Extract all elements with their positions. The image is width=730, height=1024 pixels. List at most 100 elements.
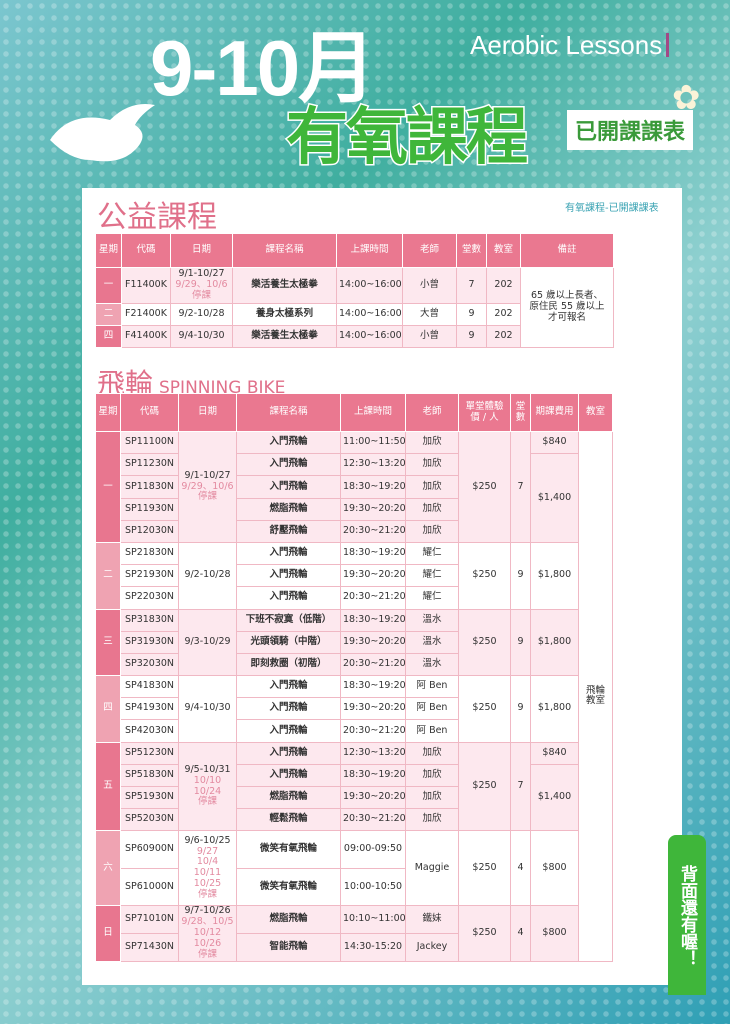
table-row: SP61000N 微笑有氧飛輪 10:00-10:50	[96, 867, 613, 907]
spinning-course-table: 星期 代碼 日期 課程名稱 上課時間 老師 單堂體驗價 / 人堂數 期課費用 教室一 SP1110…	[95, 393, 613, 962]
classroom: 202	[486, 303, 521, 326]
course-name: 燃脂飛輪	[236, 905, 341, 935]
course-name: 樂活養生太極拳	[232, 325, 337, 348]
date-note: 停課	[197, 889, 217, 901]
course-code: SP60900N	[120, 830, 179, 869]
teacher: 耀仁	[405, 541, 459, 566]
teacher: 加欣	[405, 430, 459, 455]
date-note: 10/25	[193, 878, 222, 890]
classroom: 202	[486, 325, 521, 348]
course-name: 入門飛輪	[236, 586, 341, 610]
table-row: SP11230N 入門飛輪 12:30~13:20 加欣 $1,400	[96, 453, 613, 543]
table-row: SP42030N 入門飛輪 20:30~21:20 阿 Ben	[96, 719, 613, 743]
course-name: 即刻救圈（初階）	[236, 652, 341, 677]
class-time: 12:30~13:20	[340, 741, 406, 765]
course-code: SP61000N	[120, 867, 179, 907]
date-cell: 9/4-10/30	[170, 325, 233, 348]
teacher: 小曾	[402, 325, 457, 348]
class-time: 19:30~20:20	[340, 564, 406, 588]
teacher: 耀仁	[405, 586, 459, 610]
class-time: 20:30~21:20	[340, 808, 406, 832]
date-note: 10/4	[196, 856, 219, 868]
date-cell: 9/5-10/31 10/10 10/24 停課	[178, 741, 237, 832]
trial-price: $250	[458, 905, 511, 962]
column-header: 老師	[402, 233, 457, 268]
weekday-cell: 三	[95, 608, 121, 677]
table-row: SP41930N 入門飛輪 19:30~20:20 阿 Ben	[96, 697, 613, 721]
teacher: 阿 Ben	[405, 675, 459, 699]
table-row: 四 SP41830N 9/4-10/30 入門飛輪 18:30~19:20 阿 Ben $2…	[95, 675, 613, 743]
class-time: 09:00-09:50	[340, 830, 406, 869]
column-header: 代碼	[121, 233, 171, 268]
date-note: 9/28、10/5	[181, 916, 234, 928]
weekday-cell: 一	[95, 431, 121, 543]
teacher: 阿 Ben	[405, 697, 459, 721]
class-time: 20:30~21:20	[340, 586, 406, 610]
column-header: 老師	[405, 393, 459, 432]
sessions: 9	[510, 675, 531, 743]
class-time: 18:30~19:20	[340, 608, 406, 632]
public-course-table: 星期 代碼 日期 課程名稱 上課時間 老師 堂數 教室 備註一 F11400K 9/1-10/27 9…	[95, 233, 614, 348]
classroom: 飛輪教室	[578, 431, 613, 962]
column-header: 備註	[520, 233, 614, 268]
date-note: 停課	[197, 949, 217, 961]
date-note: 停課	[197, 796, 217, 808]
course-name: 燃脂飛輪	[236, 497, 341, 521]
course-name: 入門飛輪	[236, 564, 341, 588]
classroom: 202	[486, 267, 521, 304]
class-time: 14:00~16:00	[336, 325, 403, 348]
column-header: 代碼	[120, 393, 179, 432]
course-name: 光頭領騎（中階）	[236, 630, 341, 654]
column-header: 星期	[95, 233, 122, 268]
class-time: 11:00~11:50	[340, 430, 406, 455]
sessions: 7	[456, 267, 487, 304]
table-row: 二 SP21830N 9/2-10/28 入門飛輪 18:30~19:20 耀仁 $250 9…	[95, 541, 613, 610]
sessions: 7	[510, 431, 531, 543]
term-fee: $1,800	[530, 608, 579, 677]
course-name: 入門飛輪	[236, 719, 341, 743]
course-code: SP12030N	[120, 519, 179, 543]
date-cell: 9/3-10/29	[178, 608, 237, 677]
course-name: 入門飛輪	[236, 697, 341, 721]
course-name: 舒壓飛輪	[236, 519, 341, 543]
course-name: 燃脂飛輪	[236, 785, 341, 810]
course-name: 入門飛輪	[236, 475, 341, 499]
date-note: 9/29、10/6 停課	[175, 279, 228, 301]
weekday-cell: 日	[95, 905, 121, 962]
course-code: SP11930N	[120, 497, 179, 521]
teacher: 溫水	[405, 608, 459, 632]
teacher: Maggie	[405, 830, 459, 907]
course-code: SP21830N	[120, 541, 179, 566]
teacher: 加欣	[405, 808, 459, 832]
date-cell: 9/2-10/28	[178, 541, 237, 610]
class-time: 19:30~20:20	[340, 497, 406, 521]
table-row: SP31930N 光頭領騎（中階） 19:30~20:20 溫水	[96, 630, 613, 654]
sessions: 4	[510, 905, 531, 962]
course-code: SP31830N	[120, 608, 179, 632]
table-row: 一 F11400K 9/1-10/27 9/29、10/6 停課 樂活養生太極拳 14:0…	[95, 267, 614, 348]
course-code: SP11100N	[120, 430, 179, 455]
table-row: 日 SP71010N 9/7-10/26 9/28、10/5 10/12 10/26 停課燃…	[95, 905, 613, 962]
table-row: 一 SP11100N 9/1-10/27 9/29、10/6 停課 入門飛輪 11:00~1…	[95, 430, 613, 962]
date-note: 10/12	[193, 927, 222, 939]
sessions: 9	[456, 303, 487, 326]
teacher: 小曾	[402, 267, 457, 304]
course-name: 下班不寂寞（低階）	[236, 608, 341, 632]
teacher: 阿 Ben	[405, 719, 459, 743]
trial-price: $250	[458, 675, 511, 743]
table-row: SP11830N 入門飛輪 18:30~19:20 加欣	[96, 475, 613, 499]
class-time: 14:30-15:20	[340, 933, 406, 962]
table-row: SP71430N 智能飛輪 14:30-15:20 Jackey	[96, 933, 613, 962]
table-row: 三 SP31830N 9/3-10/29 下班不寂寞（低階） 18:30~19:20 溫水…	[95, 608, 613, 677]
course-name: 入門飛輪	[236, 453, 341, 477]
date-cell: 9/7-10/26 9/28、10/5 10/12 10/26 停課	[178, 905, 237, 962]
class-time: 10:10~11:00	[340, 905, 406, 935]
column-header: 期課費用	[530, 393, 579, 432]
course-name: 入門飛輪	[236, 741, 341, 765]
rabbit-icon	[50, 104, 155, 162]
course-name: 輕鬆飛輪	[236, 808, 341, 832]
course-code: SP51230N	[120, 741, 179, 765]
weekday-cell: 二	[95, 541, 121, 610]
teacher: 溫水	[405, 630, 459, 654]
date-cell: 9/4-10/30	[178, 675, 237, 743]
